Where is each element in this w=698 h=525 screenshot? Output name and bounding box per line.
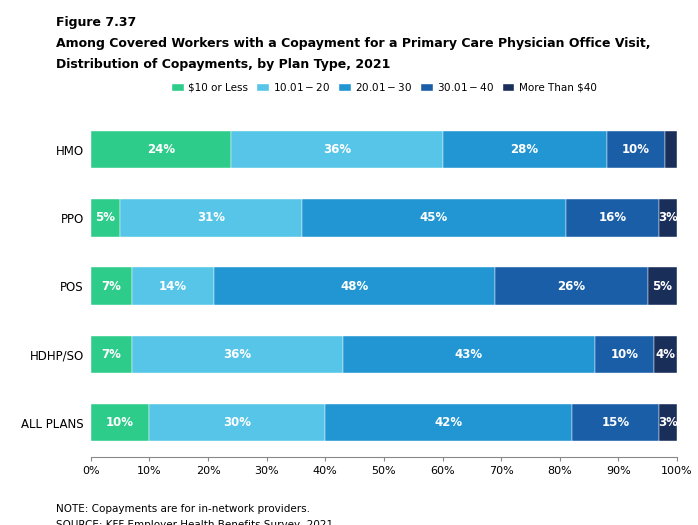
Text: 42%: 42% (434, 416, 463, 429)
Bar (648, 267, 677, 305)
Text: SOURCE: KFF Employer Health Benefits Survey, 2021: SOURCE: KFF Employer Health Benefits Sur… (56, 520, 333, 525)
Text: 16%: 16% (598, 212, 627, 224)
Text: 43%: 43% (455, 348, 483, 361)
Bar (149, 404, 325, 442)
Bar (607, 131, 665, 169)
Text: 28%: 28% (510, 143, 539, 156)
Bar (653, 335, 677, 373)
Bar (343, 335, 595, 373)
Bar (325, 404, 572, 442)
Bar (91, 131, 232, 169)
Text: 3%: 3% (658, 416, 678, 429)
Text: 10%: 10% (622, 143, 650, 156)
Bar (660, 404, 677, 442)
Text: NOTE: Copayments are for in-network providers.: NOTE: Copayments are for in-network prov… (56, 504, 310, 514)
Bar (214, 267, 496, 305)
Text: 4%: 4% (655, 348, 676, 361)
Text: 7%: 7% (101, 348, 121, 361)
Text: 14%: 14% (158, 280, 187, 292)
Text: 24%: 24% (147, 143, 175, 156)
Bar (91, 404, 149, 442)
Bar (91, 267, 132, 305)
Text: 45%: 45% (419, 212, 448, 224)
Bar (572, 404, 660, 442)
Text: 31%: 31% (197, 212, 225, 224)
Text: Figure 7.37: Figure 7.37 (56, 16, 136, 29)
Text: 26%: 26% (558, 280, 586, 292)
Text: Among Covered Workers with a Copayment for a Primary Care Physician Office Visit: Among Covered Workers with a Copayment f… (56, 37, 651, 50)
Text: 30%: 30% (223, 416, 251, 429)
Bar (132, 267, 214, 305)
Bar (496, 267, 648, 305)
Text: 10%: 10% (106, 416, 134, 429)
Text: 3%: 3% (658, 212, 678, 224)
Text: 36%: 36% (323, 143, 351, 156)
Text: 5%: 5% (653, 280, 672, 292)
Bar (91, 199, 120, 237)
Text: 7%: 7% (101, 280, 121, 292)
Text: 15%: 15% (602, 416, 630, 429)
Bar (660, 199, 677, 237)
Bar (132, 335, 343, 373)
Text: 36%: 36% (223, 348, 251, 361)
Text: 10%: 10% (610, 348, 638, 361)
Bar (232, 131, 443, 169)
Text: 5%: 5% (96, 212, 115, 224)
Bar (443, 131, 607, 169)
Bar (565, 199, 660, 237)
Legend: $10 or Less, $10.01 - $20, $20.01 - $30, $30.01 - $40, More Than $40: $10 or Less, $10.01 - $20, $20.01 - $30,… (167, 76, 601, 97)
Bar (302, 199, 565, 237)
Bar (120, 199, 302, 237)
Bar (91, 335, 132, 373)
Bar (665, 131, 677, 169)
Text: Distribution of Copayments, by Plan Type, 2021: Distribution of Copayments, by Plan Type… (56, 58, 390, 71)
Bar (595, 335, 653, 373)
Text: 48%: 48% (341, 280, 369, 292)
